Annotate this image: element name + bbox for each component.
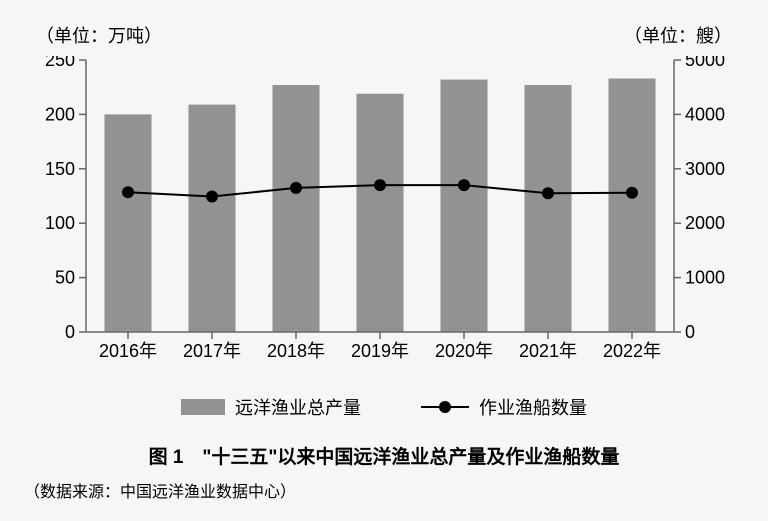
svg-text:2018年: 2018年 (267, 341, 325, 361)
unit-right-label: （单位：艘） (624, 22, 732, 48)
svg-text:2021年: 2021年 (519, 341, 577, 361)
svg-text:200: 200 (45, 104, 75, 124)
svg-text:50: 50 (55, 268, 75, 288)
legend-line-label: 作业渔船数量 (479, 394, 587, 420)
legend-bar-label: 远洋渔业总产量 (235, 394, 361, 420)
svg-text:2016年: 2016年 (99, 341, 157, 361)
svg-text:2022年: 2022年 (603, 341, 661, 361)
svg-text:100: 100 (45, 213, 75, 233)
legend-line-item: 作业渔船数量 (421, 394, 587, 420)
figure-caption: 图 1 "十三五"以来中国远洋渔业总产量及作业渔船数量 (0, 442, 768, 469)
svg-text:2019年: 2019年 (351, 341, 409, 361)
legend-bar-item: 远洋渔业总产量 (181, 394, 361, 420)
svg-text:2017年: 2017年 (183, 341, 241, 361)
figure-source: （数据来源：中国远洋渔业数据中心） (24, 478, 296, 502)
legend: 远洋渔业总产量 作业渔船数量 (0, 394, 768, 420)
svg-text:0: 0 (685, 322, 695, 342)
svg-text:1000: 1000 (685, 268, 725, 288)
svg-text:3000: 3000 (685, 159, 725, 179)
svg-text:5000: 5000 (685, 56, 725, 70)
svg-text:2020年: 2020年 (435, 341, 493, 361)
legend-line-swatch (421, 401, 469, 413)
svg-text:250: 250 (45, 56, 75, 70)
unit-left-label: （单位：万吨） (36, 22, 162, 48)
combo-chart: 0 50 100 150 200 250 0 1000 2000 3000 4000 5000 2016… (38, 56, 730, 366)
svg-text:150: 150 (45, 159, 75, 179)
svg-text:2000: 2000 (685, 213, 725, 233)
svg-text:0: 0 (65, 322, 75, 342)
svg-text:4000: 4000 (685, 104, 725, 124)
legend-bar-swatch (181, 399, 225, 415)
